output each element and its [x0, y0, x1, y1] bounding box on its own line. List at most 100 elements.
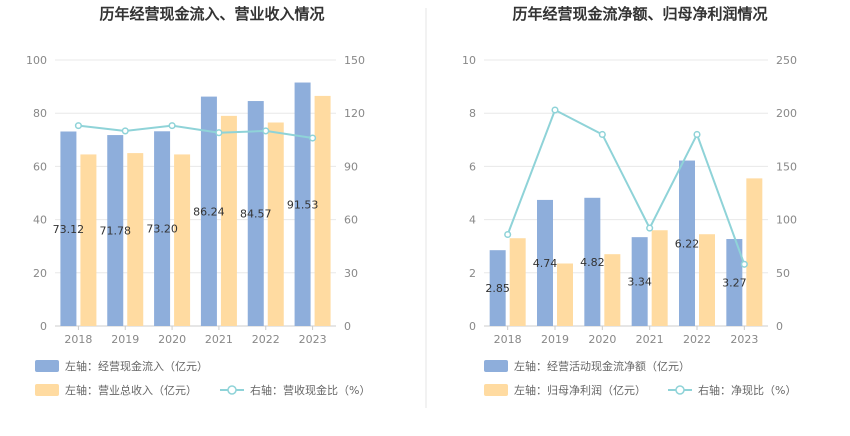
y-tick-label-right: 60: [344, 214, 358, 227]
legend: 左轴：经营活动现金流净额（亿元） 左轴：归母净利润（亿元） 右轴：净现比（%）: [484, 359, 796, 397]
y-tick-label-right: 150: [776, 160, 797, 173]
line-point: [215, 129, 223, 137]
y-tick-label-right: 100: [776, 214, 797, 227]
data-label: 84.57: [240, 208, 272, 221]
data-label: 73.20: [146, 223, 178, 236]
line-point: [309, 134, 317, 142]
bar-primary: [247, 101, 264, 327]
y-tick-label-left: 10: [462, 54, 476, 67]
data-label: 91.53: [287, 198, 319, 211]
legend-marker: [675, 385, 685, 395]
bar-secondary: [699, 234, 715, 326]
y-tick-label-left: 60: [33, 160, 47, 173]
legend-swatch: [484, 360, 508, 372]
y-tick-label-right: 250: [776, 54, 797, 67]
legend-label: 左轴：经营现金流入（亿元）: [65, 359, 208, 373]
line-point: [598, 130, 606, 139]
line-point: [504, 230, 512, 239]
y-tick-label-left: 4: [469, 214, 476, 227]
legend-item[interactable]: 左轴：经营活动现金流净额（亿元）: [484, 359, 690, 373]
y-tick-label-right: 120: [344, 107, 365, 120]
chart-panel-1: 历年经营现金流入、营业收入情况 0 0 20 30 40 60 60 90 80 120 100 150…: [26, 5, 370, 397]
y-tick-label-left: 80: [33, 107, 47, 120]
bar-primary: [631, 237, 648, 326]
x-tick-label: 2018: [494, 333, 522, 346]
legend-swatch: [35, 360, 59, 372]
x-tick-label: 2019: [111, 333, 139, 346]
data-label: 6.22: [675, 237, 700, 250]
x-tick-label: 2018: [64, 333, 92, 346]
bar-secondary: [314, 95, 331, 326]
bar-secondary: [220, 115, 237, 326]
legend-item[interactable]: 左轴：归母净利润（亿元）: [484, 383, 646, 397]
x-tick-label: 2023: [299, 333, 327, 346]
bar-primary: [726, 239, 743, 326]
data-label: 4.74: [533, 257, 558, 270]
y-tick-label-left: 8: [469, 107, 476, 120]
line-point: [646, 224, 654, 232]
line-point: [121, 127, 129, 135]
legend-label: 左轴：经营活动现金流净额（亿元）: [514, 359, 690, 373]
x-tick-label: 2022: [683, 333, 711, 346]
legend-label: 右轴：营收现金比（%）: [250, 383, 370, 397]
y-tick-label-left: 100: [26, 54, 47, 67]
y-tick-label-left: 6: [469, 160, 476, 173]
bar-secondary: [509, 238, 526, 326]
legend-item[interactable]: 右轴：净现比（%）: [668, 383, 796, 397]
x-tick-label: 2021: [205, 333, 233, 346]
data-label: 71.78: [100, 225, 132, 238]
line-point: [262, 127, 270, 135]
y-tick-label-left: 40: [33, 214, 47, 227]
bar-primary: [537, 199, 553, 326]
y-tick-label-right: 0: [776, 320, 783, 333]
y-tick-label-left: 0: [469, 320, 476, 333]
data-label: 3.27: [722, 277, 747, 290]
x-tick-label: 2020: [158, 333, 186, 346]
bar-secondary: [557, 263, 573, 326]
x-tick-label: 2023: [730, 333, 758, 346]
line-point: [740, 260, 748, 268]
bar-secondary: [604, 254, 621, 326]
bar-primary: [107, 135, 124, 326]
y-tick-label-right: 0: [344, 320, 351, 333]
bar-primary: [584, 197, 601, 326]
chart-title-2: 历年经营现金流净额、归母净利润情况: [512, 5, 767, 23]
line-point: [693, 130, 701, 139]
legend-label: 右轴：净现比（%）: [698, 383, 796, 397]
bar-secondary: [267, 122, 284, 326]
legend-marker: [227, 385, 237, 395]
line-point: [168, 122, 176, 130]
bar-primary: [294, 82, 311, 326]
legend-label: 左轴：归母净利润（亿元）: [514, 383, 646, 397]
y-tick-label-right: 50: [776, 267, 790, 280]
x-tick-label: 2019: [541, 333, 569, 346]
y-tick-label-left: 0: [40, 320, 47, 333]
x-tick-label: 2021: [636, 333, 664, 346]
bar-secondary: [651, 230, 668, 326]
y-tick-label-right: 30: [344, 267, 358, 280]
data-label: 73.12: [53, 223, 85, 236]
data-label: 2.85: [485, 282, 510, 295]
legend-swatch: [35, 384, 59, 396]
y-tick-label-right: 200: [776, 107, 797, 120]
legend-item[interactable]: 右轴：营收现金比（%）: [220, 383, 370, 397]
bar-secondary: [174, 154, 191, 326]
y-tick-label-left: 20: [33, 267, 47, 280]
bar-secondary: [80, 154, 97, 326]
series-line: [506, 108, 746, 265]
legend-item[interactable]: 左轴：营业总收入（亿元）: [35, 383, 197, 397]
data-label: 86.24: [193, 205, 225, 218]
legend-item[interactable]: 左轴：经营现金流入（亿元）: [35, 359, 208, 373]
bar-primary: [679, 160, 695, 326]
data-label: 4.82: [580, 256, 605, 269]
chart-title-1: 历年经营现金流入、营业收入情况: [99, 5, 324, 23]
bar-secondary: [127, 153, 144, 326]
y-tick-label-right: 90: [344, 160, 358, 173]
x-tick-label: 2020: [588, 333, 616, 346]
bar-secondary: [746, 178, 763, 326]
y-tick-label-right: 150: [344, 54, 365, 67]
line-point: [551, 106, 559, 114]
